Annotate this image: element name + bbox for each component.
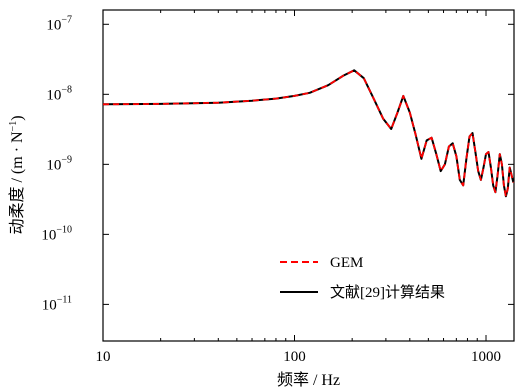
x-tick-label: 1000: [471, 349, 501, 365]
axis-ticks: [102, 10, 514, 341]
legend-label-gem: GEM: [330, 255, 363, 271]
y-axis-title: 动柔度 / (m · N−1): [8, 115, 26, 234]
x-tick-label: 100: [283, 349, 306, 365]
tick-labels: 10 100 1000 10−7 10−8 10−9 10−10 10−11: [41, 14, 501, 365]
series-layer: [102, 69, 515, 198]
y-tick-label: 10−11: [42, 294, 72, 313]
y-axis-title-main: 动柔度 / (m · N: [8, 131, 26, 235]
legend: GEM 文献[29]计算结果: [280, 255, 445, 301]
series-line-reference: [102, 69, 515, 198]
x-tick-label: 10: [96, 349, 111, 365]
y-axis-title-close: ): [9, 115, 26, 120]
y-tick-label: 10−7: [46, 14, 72, 33]
y-tick-label: 10−9: [46, 154, 72, 173]
x-axis-title: 频率 / Hz: [277, 371, 340, 389]
series-line-gem: [102, 69, 515, 198]
y-axis-title-exponent: −1: [8, 121, 19, 132]
y-tick-label: 10−10: [41, 224, 72, 243]
y-tick-label: 10−8: [46, 84, 72, 103]
legend-label-reference: 文献[29]计算结果: [330, 283, 445, 301]
plot-frame: [102, 9, 515, 342]
